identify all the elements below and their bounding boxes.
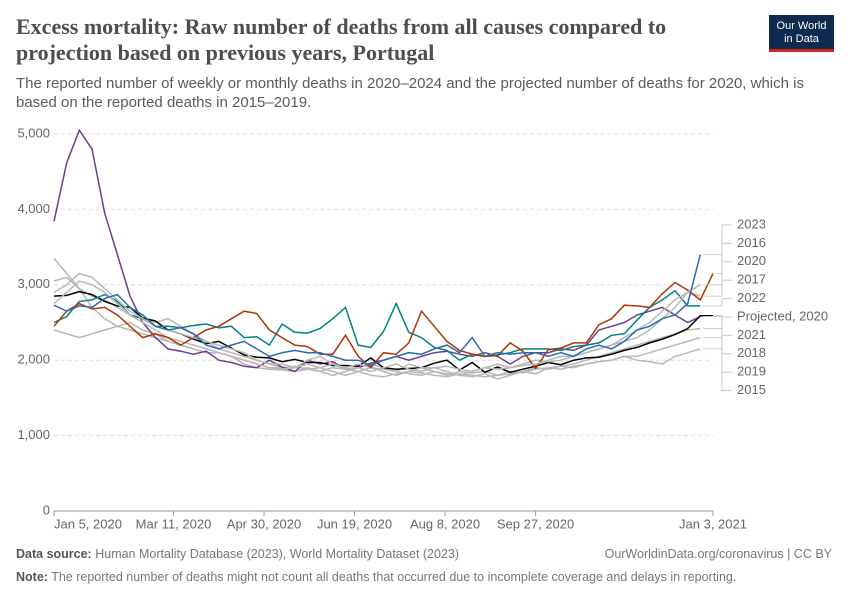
label-connector bbox=[716, 261, 732, 274]
legend-label: 2019 bbox=[737, 364, 766, 379]
source-url[interactable]: OurWorldinData.org/coronavirus | CC BY bbox=[604, 547, 832, 561]
y-tick-label: 5,000 bbox=[17, 125, 50, 140]
chart-title: Excess mortality: Raw number of deaths f… bbox=[16, 14, 667, 65]
y-tick-label: 1,000 bbox=[17, 427, 50, 442]
source-text: Human Mortality Database (2023), World M… bbox=[95, 547, 460, 561]
series-line bbox=[53, 289, 701, 362]
label-connector bbox=[703, 279, 732, 297]
x-tick-label: Aug 8, 2020 bbox=[410, 516, 480, 531]
label-connector bbox=[703, 242, 732, 286]
x-tick-label: Sep 27, 2020 bbox=[497, 516, 574, 531]
label-connector bbox=[703, 298, 732, 307]
note-text: The reported number of deaths might not … bbox=[51, 570, 737, 584]
logo[interactable]: Our World in Data bbox=[769, 15, 834, 52]
legend-label: 2023 bbox=[737, 216, 766, 231]
x-tick-label: Jan 5, 2020 bbox=[54, 516, 122, 531]
y-tick-label: 2,000 bbox=[17, 352, 50, 367]
legend-label: 2015 bbox=[737, 382, 766, 397]
logo-line: Our World bbox=[776, 20, 827, 32]
label-connector bbox=[703, 315, 732, 336]
note-label: Note: bbox=[16, 570, 48, 584]
y-tick-label: 0 bbox=[43, 502, 50, 517]
label-connector bbox=[703, 224, 732, 256]
y-tick-label: 4,000 bbox=[17, 201, 50, 216]
logo-line: in Data bbox=[784, 33, 819, 45]
legend-label: 2022 bbox=[737, 290, 766, 305]
source: Data source: Human Mortality Database (2… bbox=[16, 547, 459, 561]
series-line bbox=[53, 254, 702, 367]
series-line bbox=[53, 273, 714, 370]
legend-label: 2017 bbox=[737, 272, 766, 287]
label-connector bbox=[703, 348, 732, 392]
legend-label: 2020 bbox=[737, 253, 766, 268]
x-tick-label: Apr 30, 2020 bbox=[227, 516, 301, 531]
x-tick-label: Jan 3, 2021 bbox=[679, 516, 747, 531]
chart-subtitle: The reported number of weekly or monthly… bbox=[16, 75, 804, 111]
source-label: Data source: bbox=[16, 547, 92, 561]
series-line bbox=[53, 321, 701, 378]
legend-label: 2018 bbox=[737, 345, 766, 360]
note: Note: The reported number of deaths migh… bbox=[16, 570, 736, 584]
x-tick-label: Mar 11, 2020 bbox=[136, 516, 212, 531]
legend-label: 2016 bbox=[737, 235, 766, 250]
y-tick-label: 3,000 bbox=[17, 276, 50, 291]
label-connector bbox=[703, 328, 732, 355]
x-tick-label: Jun 19, 2020 bbox=[317, 516, 392, 531]
legend-label: Projected, 2020 bbox=[737, 308, 828, 323]
legend-label: 2021 bbox=[737, 327, 766, 342]
label-connector bbox=[703, 337, 732, 373]
series-line bbox=[53, 128, 701, 373]
